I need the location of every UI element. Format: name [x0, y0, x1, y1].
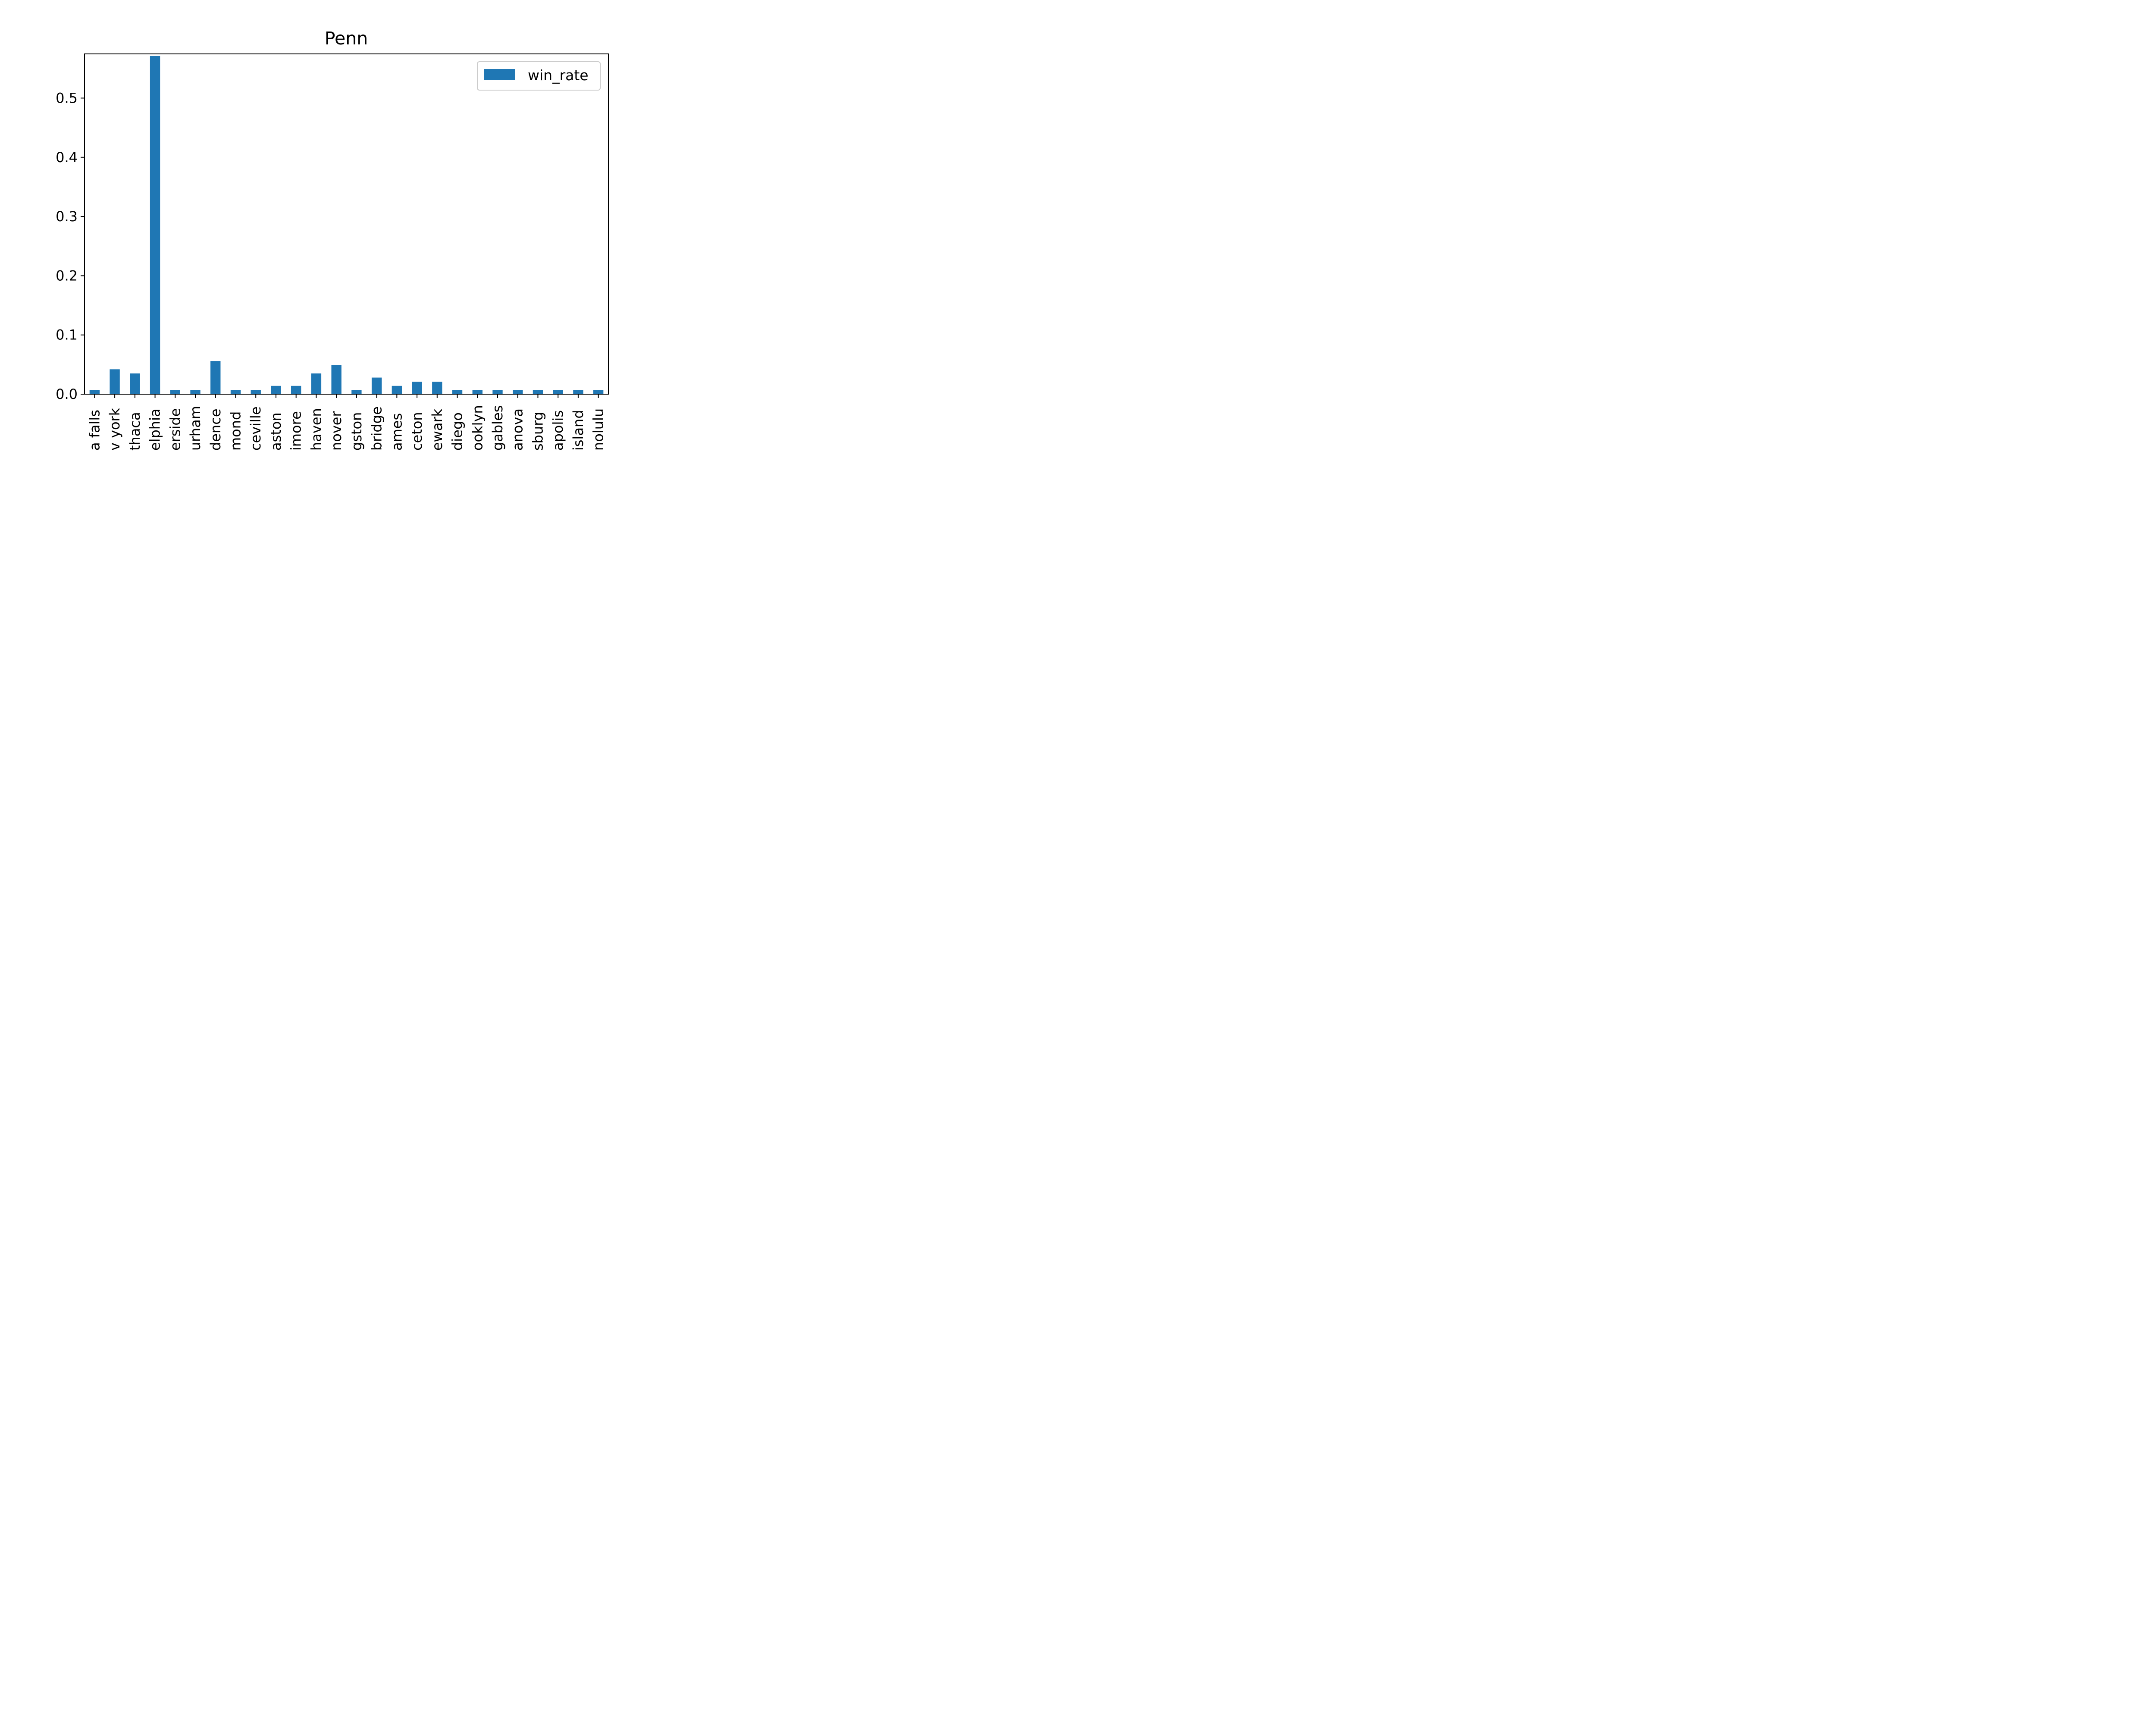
bar-hanover [331, 365, 342, 394]
x-tick-label: ceville [248, 406, 264, 451]
bar-rhode-island [573, 390, 583, 394]
bar-princeton [412, 382, 422, 394]
bar-newark [432, 382, 442, 394]
bar-new-york [110, 369, 120, 394]
x-tick-label: thaca [127, 412, 143, 451]
bar-ithaca [130, 373, 140, 394]
bar-providence [210, 361, 221, 394]
x-tick-label: gables [489, 405, 506, 451]
x-tick-label: imore [288, 411, 304, 451]
x-tick-label: v york [107, 408, 123, 451]
x-tick-label: apolis [550, 410, 566, 451]
bar-niagara-falls [89, 390, 100, 394]
legend-box [477, 61, 601, 91]
x-tick-label: a falls [86, 410, 103, 451]
chart-title: Penn [325, 28, 368, 49]
bar-richmond [230, 390, 241, 394]
x-tick-label: nover [328, 411, 345, 451]
x-tick-label: elphia [147, 408, 163, 451]
bar-chart: Penn 0.0 0.1 0.2 0.3 0.4 0.5 a falls v york tha… [56, 28, 609, 451]
legend: win_rate [477, 61, 601, 91]
bar-cambridge [371, 377, 382, 394]
bar-honolulu [593, 390, 604, 394]
y-tick-label: 0.4 [56, 149, 78, 166]
x-tick-label: ooklyn [469, 405, 486, 451]
bar-ames [392, 386, 402, 394]
bar-gettysburg [533, 390, 543, 394]
y-tick-label: 0.3 [56, 208, 78, 225]
x-tick-label: ewark [429, 408, 445, 451]
x-axis: a falls v york thaca elphia erside urham dence… [86, 394, 607, 451]
y-tick-label: 0.5 [56, 90, 78, 106]
x-tick-label: nolulu [590, 408, 607, 451]
bar-annapolis [553, 390, 563, 394]
x-tick-label: island [570, 410, 586, 451]
bar-lawrenceville [251, 390, 261, 394]
x-tick-label: bridge [369, 406, 385, 451]
y-axis: 0.0 0.1 0.2 0.3 0.4 0.5 [56, 90, 85, 402]
x-tick-label: ceton [409, 412, 425, 451]
y-tick-label: 0.0 [56, 386, 78, 402]
x-tick-label: haven [308, 408, 324, 451]
x-tick-label: gston [348, 412, 365, 451]
bar-riverside [170, 390, 180, 394]
x-tick-label: dence [207, 408, 224, 451]
x-tick-label: urham [187, 406, 204, 451]
x-tick-label: anova [510, 408, 526, 451]
bar-philadelphia [150, 56, 160, 394]
bar-villanova [513, 390, 523, 394]
bar-baltimore [291, 386, 301, 394]
x-tick-label: aston [268, 412, 284, 451]
bar-easton [271, 386, 281, 394]
bar-kingston [351, 390, 362, 394]
x-tick-label: erside [167, 408, 183, 451]
bar-san-diego [452, 390, 463, 394]
x-tick-label: ames [389, 413, 405, 451]
x-tick-label: diego [449, 412, 466, 451]
y-tick-label: 0.2 [56, 267, 78, 284]
bar-coral-gables [492, 390, 503, 394]
bar-brooklyn [472, 390, 483, 394]
legend-label: win_rate [528, 67, 589, 84]
bar-new-haven [311, 373, 322, 394]
plot-frame [84, 53, 609, 395]
bars-layer [89, 56, 604, 394]
x-tick-label: sburg [530, 412, 546, 451]
legend-swatch [484, 69, 515, 80]
y-tick-label: 0.1 [56, 327, 78, 343]
x-tick-label: mond [227, 411, 244, 451]
bar-durham [190, 390, 201, 394]
